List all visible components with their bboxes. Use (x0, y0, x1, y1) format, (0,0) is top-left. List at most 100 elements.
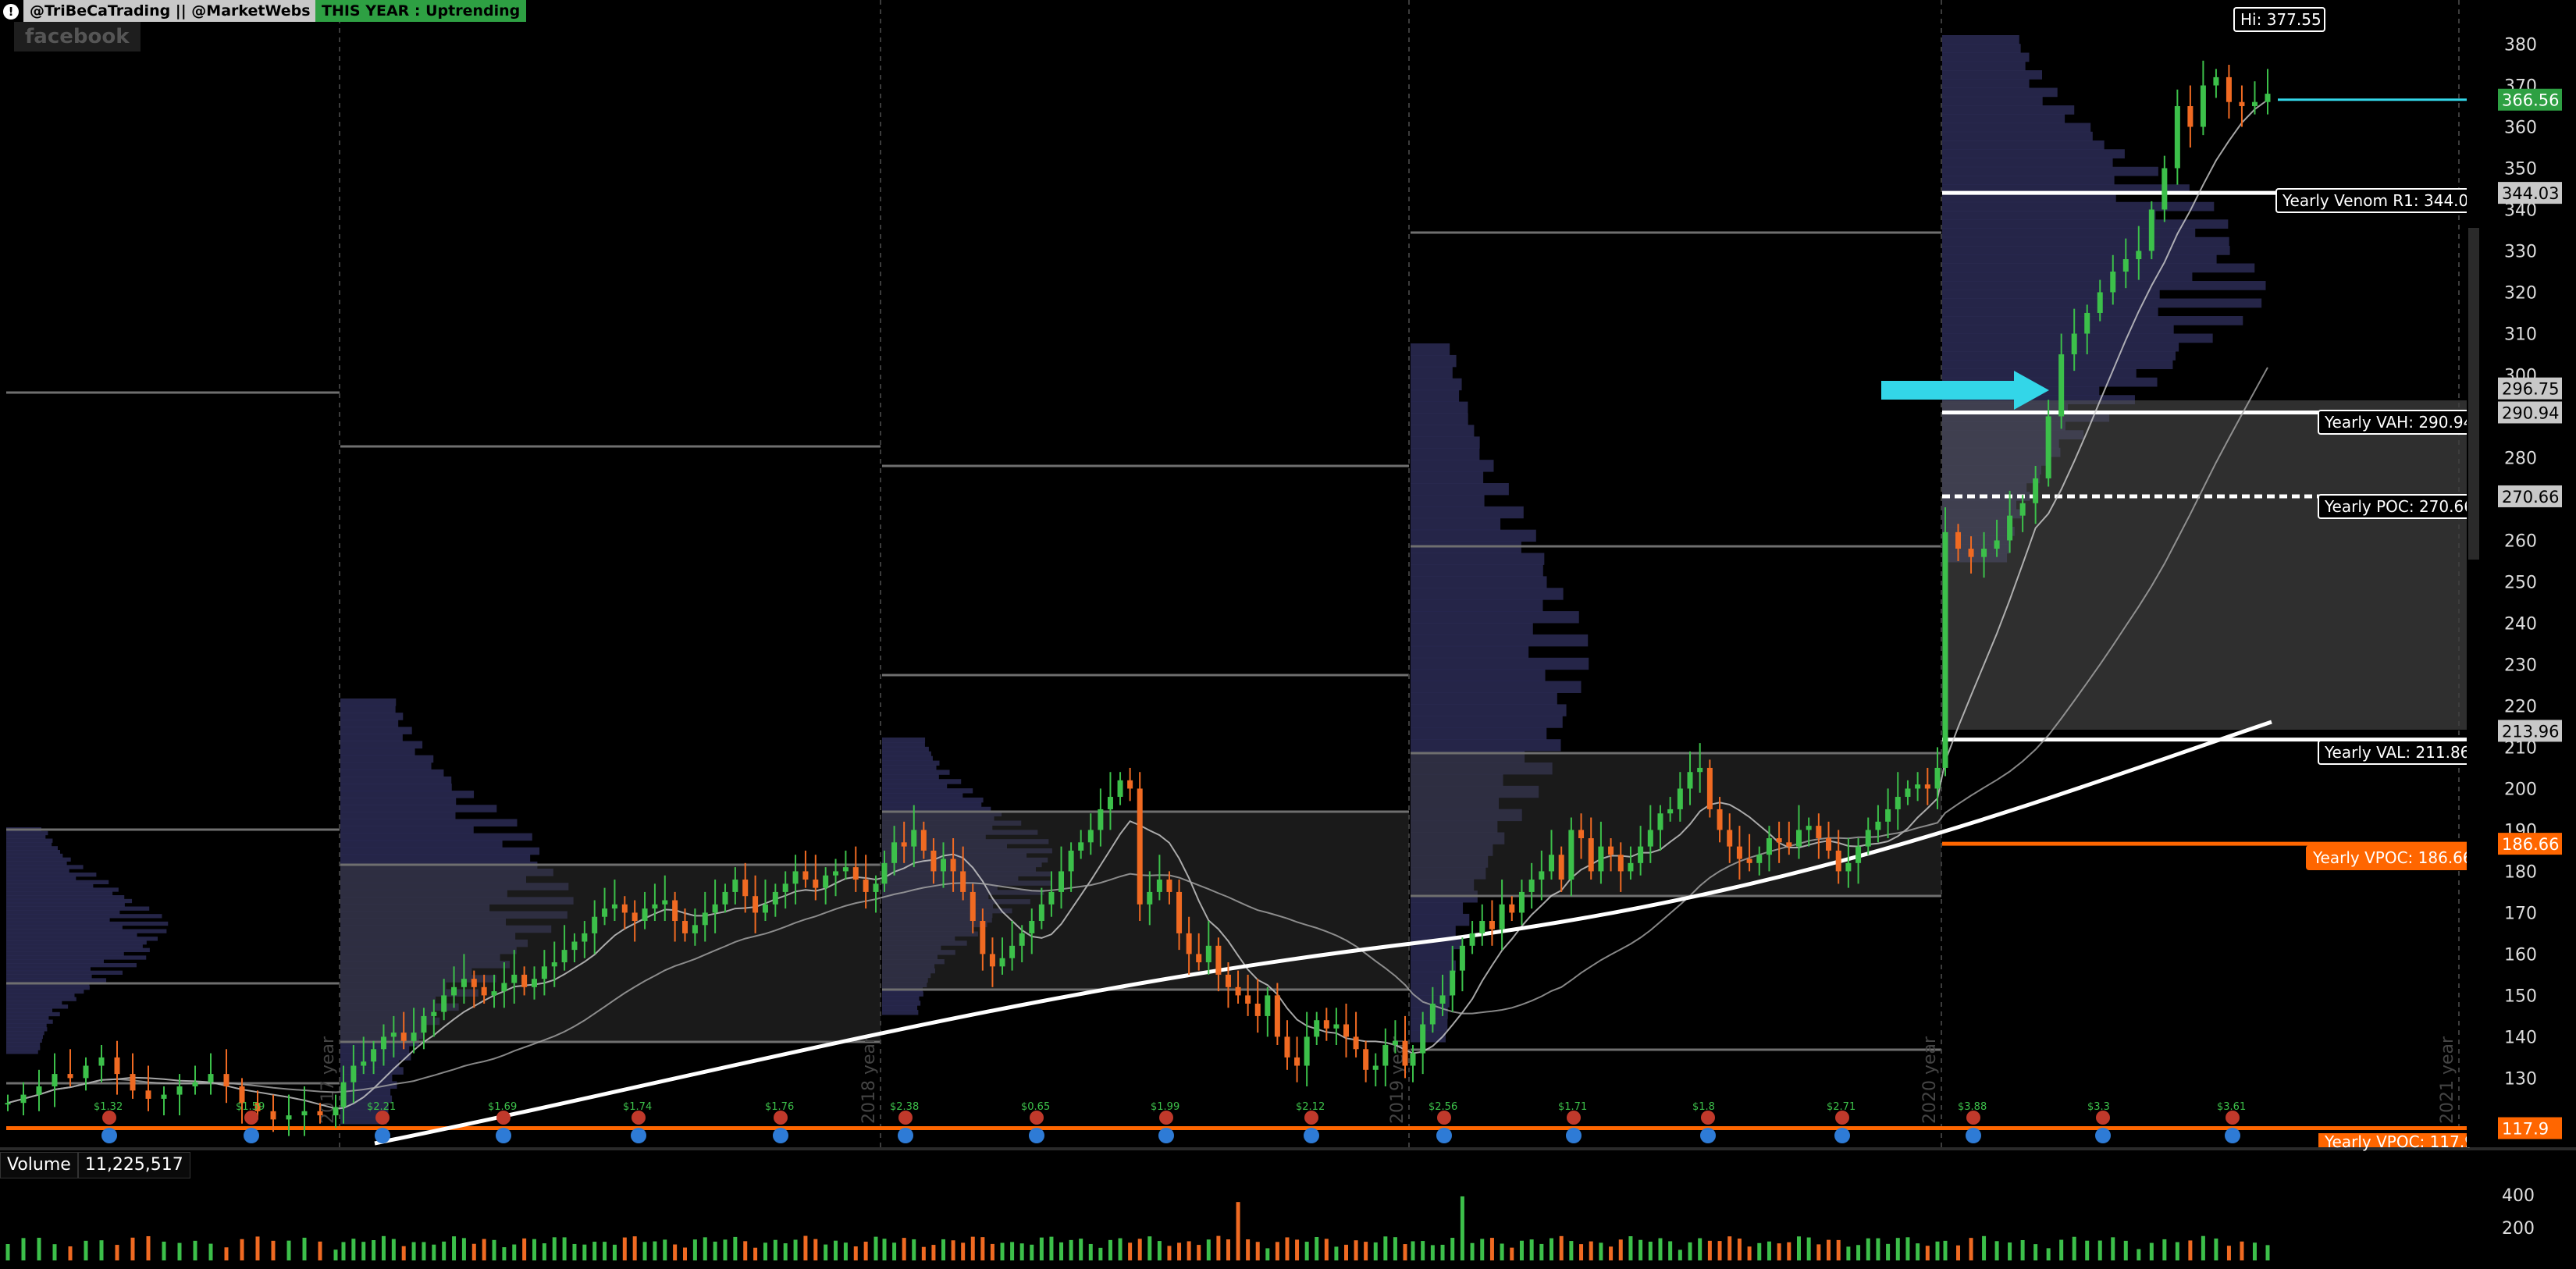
candle (1746, 834, 1752, 872)
dividend-icon (1567, 1111, 1581, 1125)
dividend-marker[interactable]: $1.8 (1692, 1101, 1716, 1143)
profile-bar (6, 993, 75, 997)
volume-bar (68, 1246, 73, 1260)
dividend-marker[interactable]: $0.65 (1021, 1101, 1050, 1143)
profile-bar (1411, 727, 1547, 740)
profile-bar (1942, 52, 2030, 62)
profile-bar (1411, 448, 1480, 460)
profile-bar (340, 1095, 393, 1104)
volume-bar (1059, 1242, 1064, 1260)
profile-bar (6, 834, 46, 839)
dividend-marker[interactable]: $2.12 (1296, 1101, 1325, 1143)
dividend-marker[interactable]: $1.59 (236, 1101, 265, 1143)
candle (999, 937, 1005, 975)
candle (2161, 155, 2168, 222)
dividend-marker[interactable]: $1.32 (94, 1101, 123, 1143)
volume-bar (2149, 1242, 2154, 1260)
profile-bar (1411, 354, 1457, 368)
candle (960, 846, 966, 901)
candle (1127, 767, 1133, 802)
volume-bar (1856, 1245, 1861, 1260)
profile-bar (882, 959, 945, 965)
profile-bar (1942, 70, 2042, 80)
profile-bar (882, 839, 1049, 844)
candle (1166, 871, 1172, 905)
candle (301, 1086, 308, 1136)
svg-text:344.03: 344.03 (2502, 184, 2559, 203)
candle (98, 1045, 105, 1082)
dividend-marker[interactable]: $3.88 (1958, 1101, 1987, 1143)
volume-bar (1816, 1244, 1821, 1260)
volume-bar (980, 1237, 985, 1260)
profile-bar (882, 746, 929, 752)
info-icon[interactable]: ! (0, 0, 22, 22)
candle (1353, 1011, 1359, 1058)
profile-bar (1411, 517, 1501, 531)
profile-bar (6, 997, 76, 1001)
volume-bar (603, 1242, 607, 1260)
volume-bar (1010, 1242, 1015, 1260)
dividend-marker[interactable]: $1.74 (623, 1101, 652, 1143)
profile-bar (882, 936, 955, 941)
arrow-icon (1881, 371, 2049, 410)
candle (1265, 986, 1271, 1037)
candle (1617, 842, 1624, 892)
volume-bar (912, 1239, 916, 1260)
profile-bar (6, 887, 119, 892)
axis-tick-label: 150 (2504, 986, 2537, 1006)
candle (501, 962, 507, 1008)
profile-bar (340, 755, 434, 763)
candle (1196, 933, 1202, 971)
profile-bar (1411, 867, 1486, 880)
profile-bar (882, 917, 992, 923)
dividend-marker[interactable]: $1.71 (1558, 1101, 1587, 1143)
candle (421, 1008, 427, 1050)
profile-bar (1942, 211, 2156, 220)
candle (652, 883, 658, 922)
volume-bar (1393, 1237, 1397, 1260)
candle (1294, 1036, 1300, 1082)
volume-bar (1935, 1241, 1940, 1260)
candle (1009, 921, 1016, 971)
dividend-marker[interactable]: $2.56 (1429, 1101, 1457, 1143)
dividend-marker[interactable]: $3.3 (2087, 1101, 2111, 1143)
value-area-box (1942, 400, 2467, 730)
volume-bar (921, 1246, 926, 1260)
axis-scrollbar[interactable] (2468, 228, 2479, 560)
profile-bar (340, 1081, 397, 1089)
candle (1429, 986, 1436, 1033)
profile-bar (1411, 588, 1564, 600)
volume-bar (1717, 1241, 1722, 1260)
candle (1343, 1004, 1349, 1058)
volume-bar (341, 1242, 346, 1260)
profile-bar (882, 876, 1019, 881)
profile-bar (882, 972, 931, 979)
profile-bar (1411, 972, 1452, 984)
dividend-marker[interactable]: $1.99 (1151, 1101, 1179, 1143)
profile-bar (6, 830, 48, 836)
svg-text:117.9: 117.9 (2502, 1120, 2549, 1139)
dividend-marker[interactable]: $1.69 (488, 1101, 517, 1143)
volume-bar (1688, 1242, 1692, 1260)
profile-bar (882, 954, 938, 960)
profile-bar (340, 911, 568, 919)
dividend-marker[interactable]: $3.61 (2217, 1101, 2246, 1143)
dividend-marker[interactable]: $2.38 (890, 1101, 919, 1143)
candle (1245, 974, 1251, 1016)
volume-bar (1519, 1240, 1524, 1260)
candle (1786, 821, 1792, 855)
volume-bar (1886, 1243, 1891, 1260)
candle (592, 900, 598, 954)
dividend-marker[interactable]: $2.21 (367, 1101, 396, 1143)
dividend-marker[interactable]: $2.71 (1827, 1101, 1856, 1143)
candle (989, 937, 995, 987)
volume-bar (1255, 1242, 1260, 1260)
svg-text:$1.69: $1.69 (488, 1101, 517, 1113)
dividend-marker[interactable]: $1.76 (765, 1101, 794, 1143)
volume-header: Volume 11,225,517 (0, 1152, 190, 1178)
profile-bar (1942, 193, 2116, 203)
svg-text:296.75: 296.75 (2502, 380, 2559, 399)
svg-text:270.66: 270.66 (2502, 488, 2559, 507)
profile-bar (340, 698, 397, 706)
